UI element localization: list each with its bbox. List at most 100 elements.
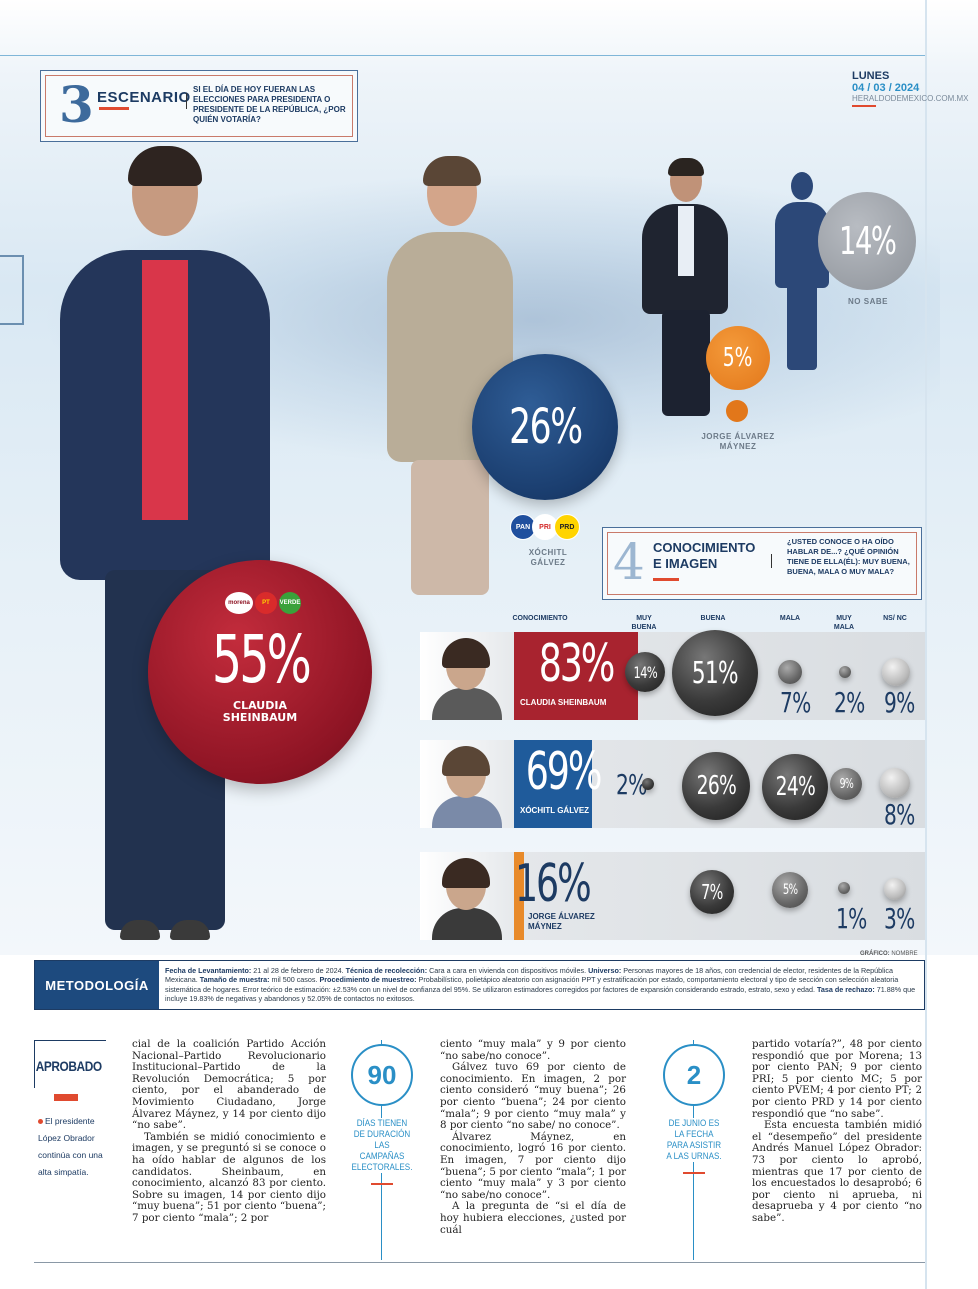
- site-label: HERALDODEMEXICO.COM.MX: [852, 94, 969, 103]
- pt-logo: PT: [255, 592, 277, 614]
- maynez-vote-value: 5%: [723, 343, 753, 373]
- muy-buena-ball: 14%: [625, 652, 665, 692]
- no-sabe-silhouette: [775, 172, 829, 372]
- conocimiento-band: 16% JORGE ÁLVAREZ MÁYNEZ: [514, 852, 634, 940]
- sheinbaum-portrait: [420, 632, 514, 720]
- scenario-title: ESCENARIO: [97, 89, 191, 106]
- divider: [186, 93, 187, 109]
- conocimiento-band: 83% CLAUDIA SHEINBAUM: [514, 632, 638, 720]
- mala-ball: 5%: [772, 872, 808, 908]
- candidate-name: JORGE ÁLVAREZ MÁYNEZ: [528, 912, 595, 931]
- morena-coalition-logos: morena PT VERDE: [225, 592, 301, 614]
- candidate-name: XÓCHITL GÁLVEZ: [520, 806, 590, 815]
- body-column-1: cial de la coalición Partido Acción Naci…: [132, 1038, 326, 1224]
- bullet-icon: [38, 1119, 43, 1124]
- buena-ball: 26%: [682, 752, 750, 820]
- col-header-mala: MALA: [779, 615, 801, 622]
- galvez-caption: XÓCHITL GÁLVEZ: [528, 548, 568, 567]
- morena-logo: morena: [225, 592, 253, 614]
- buena-ball: 51%: [672, 630, 758, 716]
- top-rule: [0, 55, 925, 56]
- methodology-text: Fecha de Levantamiento: 21 al 28 de febr…: [165, 966, 916, 1004]
- aprobado-sidebar: APROBADO El presidente López Obrador con…: [34, 1040, 106, 1181]
- conocimiento-value: 16%: [515, 854, 592, 914]
- ns-nc-value: 8%: [884, 798, 915, 831]
- methodology-box: METODOLOGÍA Fecha de Levantamiento: 21 a…: [34, 960, 925, 1010]
- muy-mala-value: 2%: [834, 686, 865, 719]
- section4-question: ¿USTED CONOCE O HA OÍDO HABLAR DE...? ¿Q…: [787, 537, 910, 576]
- ns-nc-ball: [882, 658, 910, 686]
- ns-nc-ball: [880, 768, 910, 798]
- no-sabe-value: 14%: [838, 219, 897, 263]
- fact-number: 2: [663, 1044, 725, 1106]
- muy-mala-ball: 9%: [830, 768, 862, 800]
- muy-mala-value: 1%: [836, 902, 867, 935]
- pvem-logo: VERDE: [279, 592, 301, 614]
- galvez-vote-value: 26%: [508, 399, 583, 455]
- scenario-number: 3: [59, 75, 94, 134]
- date-label: 04 / 03 / 2024: [852, 82, 920, 94]
- ns-nc-value: 9%: [884, 686, 915, 719]
- body-column-3: partido votaría?”, 48 por ciento respond…: [752, 1038, 922, 1224]
- fact-text: DE JUNIO ES LA FECHA PARA ASISTIR A LAS …: [663, 1118, 725, 1162]
- galvez-vote-circle: 26%: [472, 354, 618, 500]
- no-sabe-circle: 14%: [818, 192, 916, 290]
- table-row: 69% XÓCHITL GÁLVEZ 2% 26% 24% 9% 8%: [420, 740, 925, 831]
- mala-ball: 24%: [762, 754, 828, 820]
- scenario-header-box: 3 ESCENARIO SI EL DÍA DE HOY FUERAN LAS …: [40, 70, 358, 142]
- mala-ball: [778, 660, 802, 684]
- section4-header-box: 4 CONOCIMIENTO E IMAGEN ¿USTED CONOCE O …: [602, 527, 922, 600]
- graphic-credit: GRÁFICO: NOMBRE: [860, 951, 918, 957]
- muy-mala-ball: [839, 666, 851, 678]
- conocimiento-value: 83%: [538, 634, 616, 694]
- sheinbaum-vote-value: 55%: [211, 620, 311, 698]
- methodology-label: METODOLOGÍA: [35, 961, 159, 1009]
- maynez-photo: [640, 158, 730, 420]
- movimiento-ciudadano-logo: [726, 400, 748, 422]
- section4-title: CONOCIMIENTO E IMAGEN: [653, 540, 756, 571]
- fact-box-election-date: 2 DE JUNIO ES LA FECHA PARA ASISTIR A LA…: [658, 1040, 730, 1260]
- col-header-muy-buena: MUY BUENA: [631, 615, 657, 631]
- col-header-ns-nc: NS/ NC: [883, 615, 907, 622]
- col-header-muy-mala: MUY MALA: [833, 615, 855, 631]
- bottom-rule: [34, 1262, 925, 1263]
- ns-nc-ball: [884, 878, 906, 900]
- pan-pri-prd-logos: PAN PRI PRD: [510, 514, 580, 540]
- table-row: 16% JORGE ÁLVAREZ MÁYNEZ 7% 5% 1% 3%: [420, 852, 925, 940]
- sheinbaum-photo: [50, 146, 280, 945]
- galvez-portrait: [420, 740, 514, 828]
- accent-bar: [99, 107, 129, 110]
- sheinbaum-vote-circle: 55% CLAUDIA SHEINBAUM: [148, 560, 372, 784]
- page-edge-rule: [925, 0, 927, 1289]
- sidebar-text: El presidente López Obrador continúa con…: [38, 1116, 103, 1177]
- col-header-conocimiento: CONOCIMIENTO: [512, 615, 568, 622]
- section4-number: 4: [613, 533, 645, 591]
- day-label: LUNES: [852, 70, 890, 82]
- fact-text: DÍAS TIENEN DE DURACIÓN LAS CAMPAÑAS ELE…: [351, 1118, 413, 1173]
- date-block: LUNES 04 / 03 / 2024 HERALDODEMEXICO.COM…: [852, 70, 969, 107]
- mala-value: 7%: [780, 686, 811, 719]
- ns-nc-value: 3%: [884, 902, 915, 935]
- maynez-portrait: [420, 852, 514, 940]
- sheinbaum-name: CLAUDIA SHEINBAUM: [222, 698, 298, 724]
- maynez-vote-circle: 5%: [706, 326, 770, 390]
- fact-box-campaign-days: 90 DÍAS TIENEN DE DURACIÓN LAS CAMPAÑAS …: [346, 1040, 418, 1260]
- conocimiento-band: 69% XÓCHITL GÁLVEZ: [514, 740, 603, 828]
- muy-mala-ball: [838, 882, 850, 894]
- body-column-2: ciento “muy mala” y 9 por ciento “no sab…: [440, 1038, 626, 1236]
- muy-buena-ball: [642, 778, 654, 790]
- maynez-caption: JORGE ÁLVAREZ MÁYNEZ: [701, 432, 775, 451]
- pan-logo: PAN: [510, 514, 536, 540]
- pri-logo: PRI: [532, 514, 558, 540]
- no-sabe-caption: NO SABE: [848, 297, 888, 306]
- fact-number: 90: [351, 1044, 413, 1106]
- scenario-question: SI EL DÍA DE HOY FUERAN LAS ELECCIONES P…: [193, 85, 346, 124]
- candidate-name: CLAUDIA SHEINBAUM: [520, 698, 607, 707]
- previous-page-box: [0, 255, 24, 325]
- prd-logo: PRD: [554, 514, 580, 540]
- col-header-buena: BUENA: [700, 615, 726, 622]
- table-row: 83% CLAUDIA SHEINBAUM 14% 51% 7% 2% 9%: [420, 630, 925, 720]
- conocimiento-value: 69%: [525, 742, 603, 802]
- buena-ball: 7%: [690, 870, 734, 914]
